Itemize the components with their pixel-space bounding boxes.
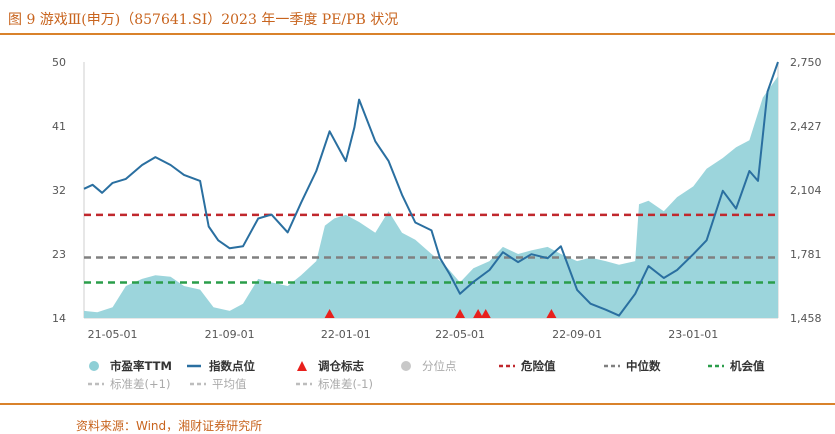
x-tick-label: 23-01-01 [668,328,718,341]
legend-label: 调仓标志 [318,359,364,373]
legend-label: 中位数 [626,359,661,373]
rebalance-marker [473,309,484,318]
legend-label: 分位点 [422,359,457,373]
pe-ttm-area [84,76,778,318]
rebalance-marker [480,309,491,318]
rebalance-marker [546,309,557,318]
title-rule [0,33,835,35]
legend-label: 标准差(-1) [318,377,373,391]
left-tick-label: 32 [52,184,66,197]
x-tick-label: 22-09-01 [552,328,602,341]
x-tick-label: 21-09-01 [205,328,255,341]
right-tick-label: 2,750 [790,56,822,69]
right-tick-label: 2,427 [790,120,822,133]
left-tick-label: 50 [52,56,66,69]
legend-label: 机会值 [730,359,765,373]
right-tick-label: 2,104 [790,184,822,197]
legend-label: 平均值 [212,377,247,391]
legend-swatch-dot [401,361,411,371]
legend-label: 标准差(+1) [110,377,170,391]
left-tick-label: 23 [52,248,66,261]
right-tick-label: 1,458 [790,312,822,325]
x-tick-label: 21-05-01 [88,328,138,341]
index-level-line [83,61,779,317]
legend-swatch-triangle [297,361,307,371]
legend-swatch-dot [89,361,99,371]
legend-label: 危险值 [520,359,556,373]
x-tick-label: 22-05-01 [435,328,485,341]
source-note: 资料来源：Wind，湘财证券研究所 [76,419,263,433]
x-tick-label: 22-01-01 [321,328,371,341]
left-tick-label: 41 [52,120,66,133]
source-rule [0,403,835,405]
rebalance-marker [324,309,335,318]
rebalance-marker [455,309,466,318]
chart-title: 图 9 游戏Ⅲ(申万)（857641.SI）2023 年一季度 PE/PB 状况 [8,12,399,28]
right-tick-label: 1,781 [790,248,822,261]
legend-label: 指数点位 [209,359,255,373]
chart: 50 2,750 41 2,427 32 2,104 23 1,781 14 1,458 21-05… [52,56,822,391]
legend-label: 市盈率TTM [110,359,172,373]
left-tick-label: 14 [52,312,66,325]
